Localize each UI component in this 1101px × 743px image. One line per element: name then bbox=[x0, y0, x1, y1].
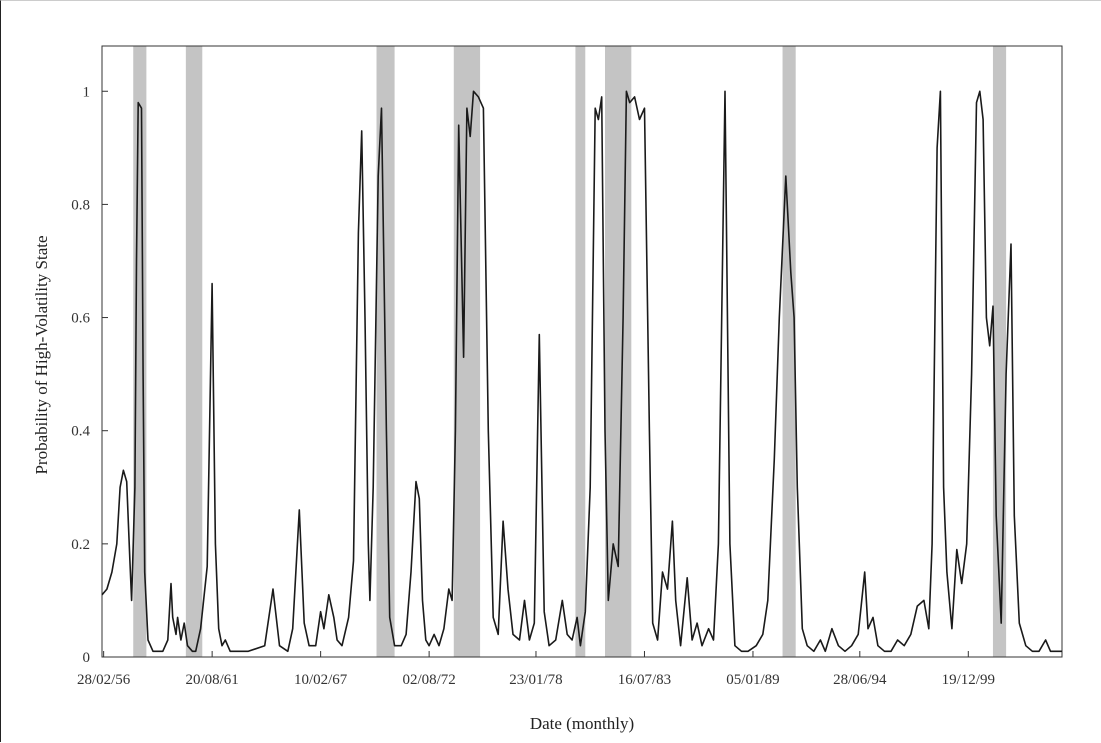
x-axis-ticks: 28/02/56 20/08/61 10/02/67 02/08/72 23/01/78… bbox=[77, 651, 995, 688]
shaded-period-7 bbox=[992, 46, 1007, 657]
shaded-period-4 bbox=[575, 46, 586, 657]
series-lines bbox=[101, 90, 1062, 653]
series-line-0 bbox=[101, 90, 1062, 653]
y-tick-label: 0.6 bbox=[71, 311, 90, 327]
y-tick-label: 0.4 bbox=[71, 424, 90, 440]
plot-frame bbox=[101, 45, 1063, 658]
y-axis-label: Probability of High-Volatility State bbox=[32, 235, 51, 474]
y-tick-label: 0 bbox=[83, 650, 91, 666]
shaded-period-6 bbox=[782, 46, 796, 657]
y-tick-label: 1 bbox=[83, 84, 91, 100]
shaded-period-1 bbox=[185, 46, 203, 657]
x-tick-label: 05/01/89 bbox=[726, 672, 779, 688]
x-tick-label: 02/08/72 bbox=[402, 672, 455, 688]
y-tick-label: 0.8 bbox=[71, 197, 90, 213]
x-tick-label: 10/02/67 bbox=[294, 672, 348, 688]
y-axis-ticks: 0 0.2 0.4 0.6 0.8 1 bbox=[71, 84, 108, 666]
shaded-periods bbox=[133, 46, 1007, 657]
x-tick-label: 28/06/94 bbox=[833, 672, 887, 688]
x-tick-label: 20/08/61 bbox=[185, 672, 238, 688]
x-tick-label: 19/12/99 bbox=[942, 672, 995, 688]
plot-border bbox=[101, 45, 1063, 658]
x-tick-label: 28/02/56 bbox=[77, 672, 131, 688]
x-tick-label: 23/01/78 bbox=[509, 672, 562, 688]
y-tick-label: 0.2 bbox=[71, 537, 90, 553]
x-axis-label: Date (monthly) bbox=[530, 714, 634, 733]
x-tick-label: 16/07/83 bbox=[618, 672, 671, 688]
